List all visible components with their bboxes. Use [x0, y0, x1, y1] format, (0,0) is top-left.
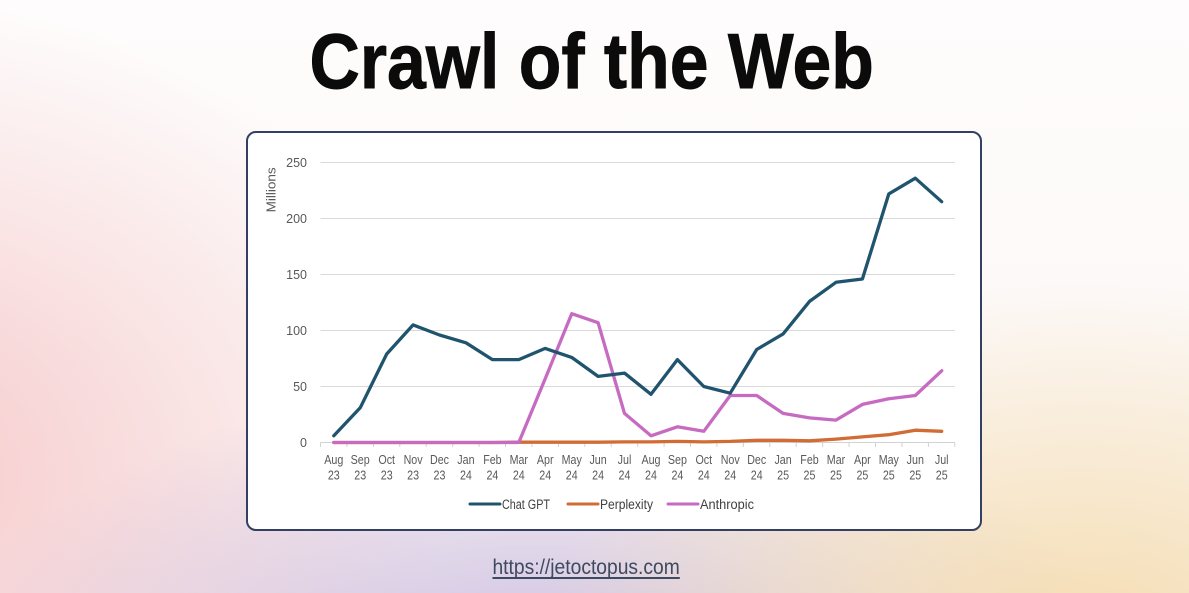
svg-text:Jun: Jun — [907, 453, 924, 467]
svg-text:Sep: Sep — [351, 453, 370, 467]
svg-text:Nov: Nov — [721, 453, 741, 467]
svg-text:Oct: Oct — [378, 453, 395, 467]
svg-text:Aug: Aug — [324, 453, 343, 467]
svg-text:24: 24 — [724, 469, 736, 483]
svg-text:Apr: Apr — [537, 453, 554, 467]
svg-text:24: 24 — [486, 469, 498, 483]
svg-text:24: 24 — [751, 469, 763, 483]
svg-text:25: 25 — [830, 469, 842, 483]
svg-text:Mar: Mar — [510, 453, 528, 467]
svg-text:24: 24 — [645, 469, 657, 483]
svg-text:Sep: Sep — [668, 453, 687, 467]
svg-text:150: 150 — [286, 268, 307, 282]
svg-text:100: 100 — [286, 324, 307, 338]
svg-text:24: 24 — [619, 469, 631, 483]
svg-text:Perplexity: Perplexity — [600, 497, 653, 512]
svg-text:Jan: Jan — [774, 453, 791, 467]
svg-text:23: 23 — [354, 469, 366, 483]
svg-text:24: 24 — [539, 469, 551, 483]
svg-text:Oct: Oct — [695, 453, 712, 467]
svg-text:Feb: Feb — [483, 453, 501, 467]
svg-text:Millions: Millions — [264, 167, 278, 212]
svg-text:25: 25 — [804, 469, 816, 483]
svg-text:24: 24 — [566, 469, 578, 483]
svg-text:24: 24 — [592, 469, 604, 483]
svg-text:23: 23 — [407, 469, 419, 483]
svg-text:Anthropic: Anthropic — [700, 497, 754, 512]
svg-text:Dec: Dec — [430, 453, 449, 467]
svg-text:50: 50 — [293, 380, 307, 394]
svg-text:Feb: Feb — [800, 453, 818, 467]
svg-text:23: 23 — [328, 469, 340, 483]
svg-text:25: 25 — [909, 469, 921, 483]
svg-text:24: 24 — [513, 469, 525, 483]
svg-text:Dec: Dec — [747, 453, 766, 467]
svg-text:Aug: Aug — [641, 453, 660, 467]
svg-text:250: 250 — [286, 156, 307, 170]
svg-text:25: 25 — [883, 469, 895, 483]
svg-text:23: 23 — [434, 469, 446, 483]
svg-text:25: 25 — [936, 469, 948, 483]
svg-text:23: 23 — [381, 469, 393, 483]
svg-text:200: 200 — [286, 212, 307, 226]
svg-text:Jul: Jul — [618, 453, 632, 467]
svg-text:0: 0 — [300, 436, 307, 450]
svg-text:Jul: Jul — [935, 453, 949, 467]
svg-text:24: 24 — [671, 469, 683, 483]
svg-text:Mar: Mar — [827, 453, 845, 467]
svg-text:Jun: Jun — [589, 453, 606, 467]
svg-text:24: 24 — [698, 469, 710, 483]
svg-text:Apr: Apr — [854, 453, 871, 467]
svg-text:Nov: Nov — [404, 453, 424, 467]
svg-text:24: 24 — [460, 469, 472, 483]
svg-text:Chat GPT: Chat GPT — [502, 497, 550, 512]
svg-text:25: 25 — [856, 469, 868, 483]
svg-text:May: May — [562, 453, 583, 467]
svg-text:May: May — [879, 453, 900, 467]
svg-text:25: 25 — [777, 469, 789, 483]
svg-text:Jan: Jan — [457, 453, 474, 467]
